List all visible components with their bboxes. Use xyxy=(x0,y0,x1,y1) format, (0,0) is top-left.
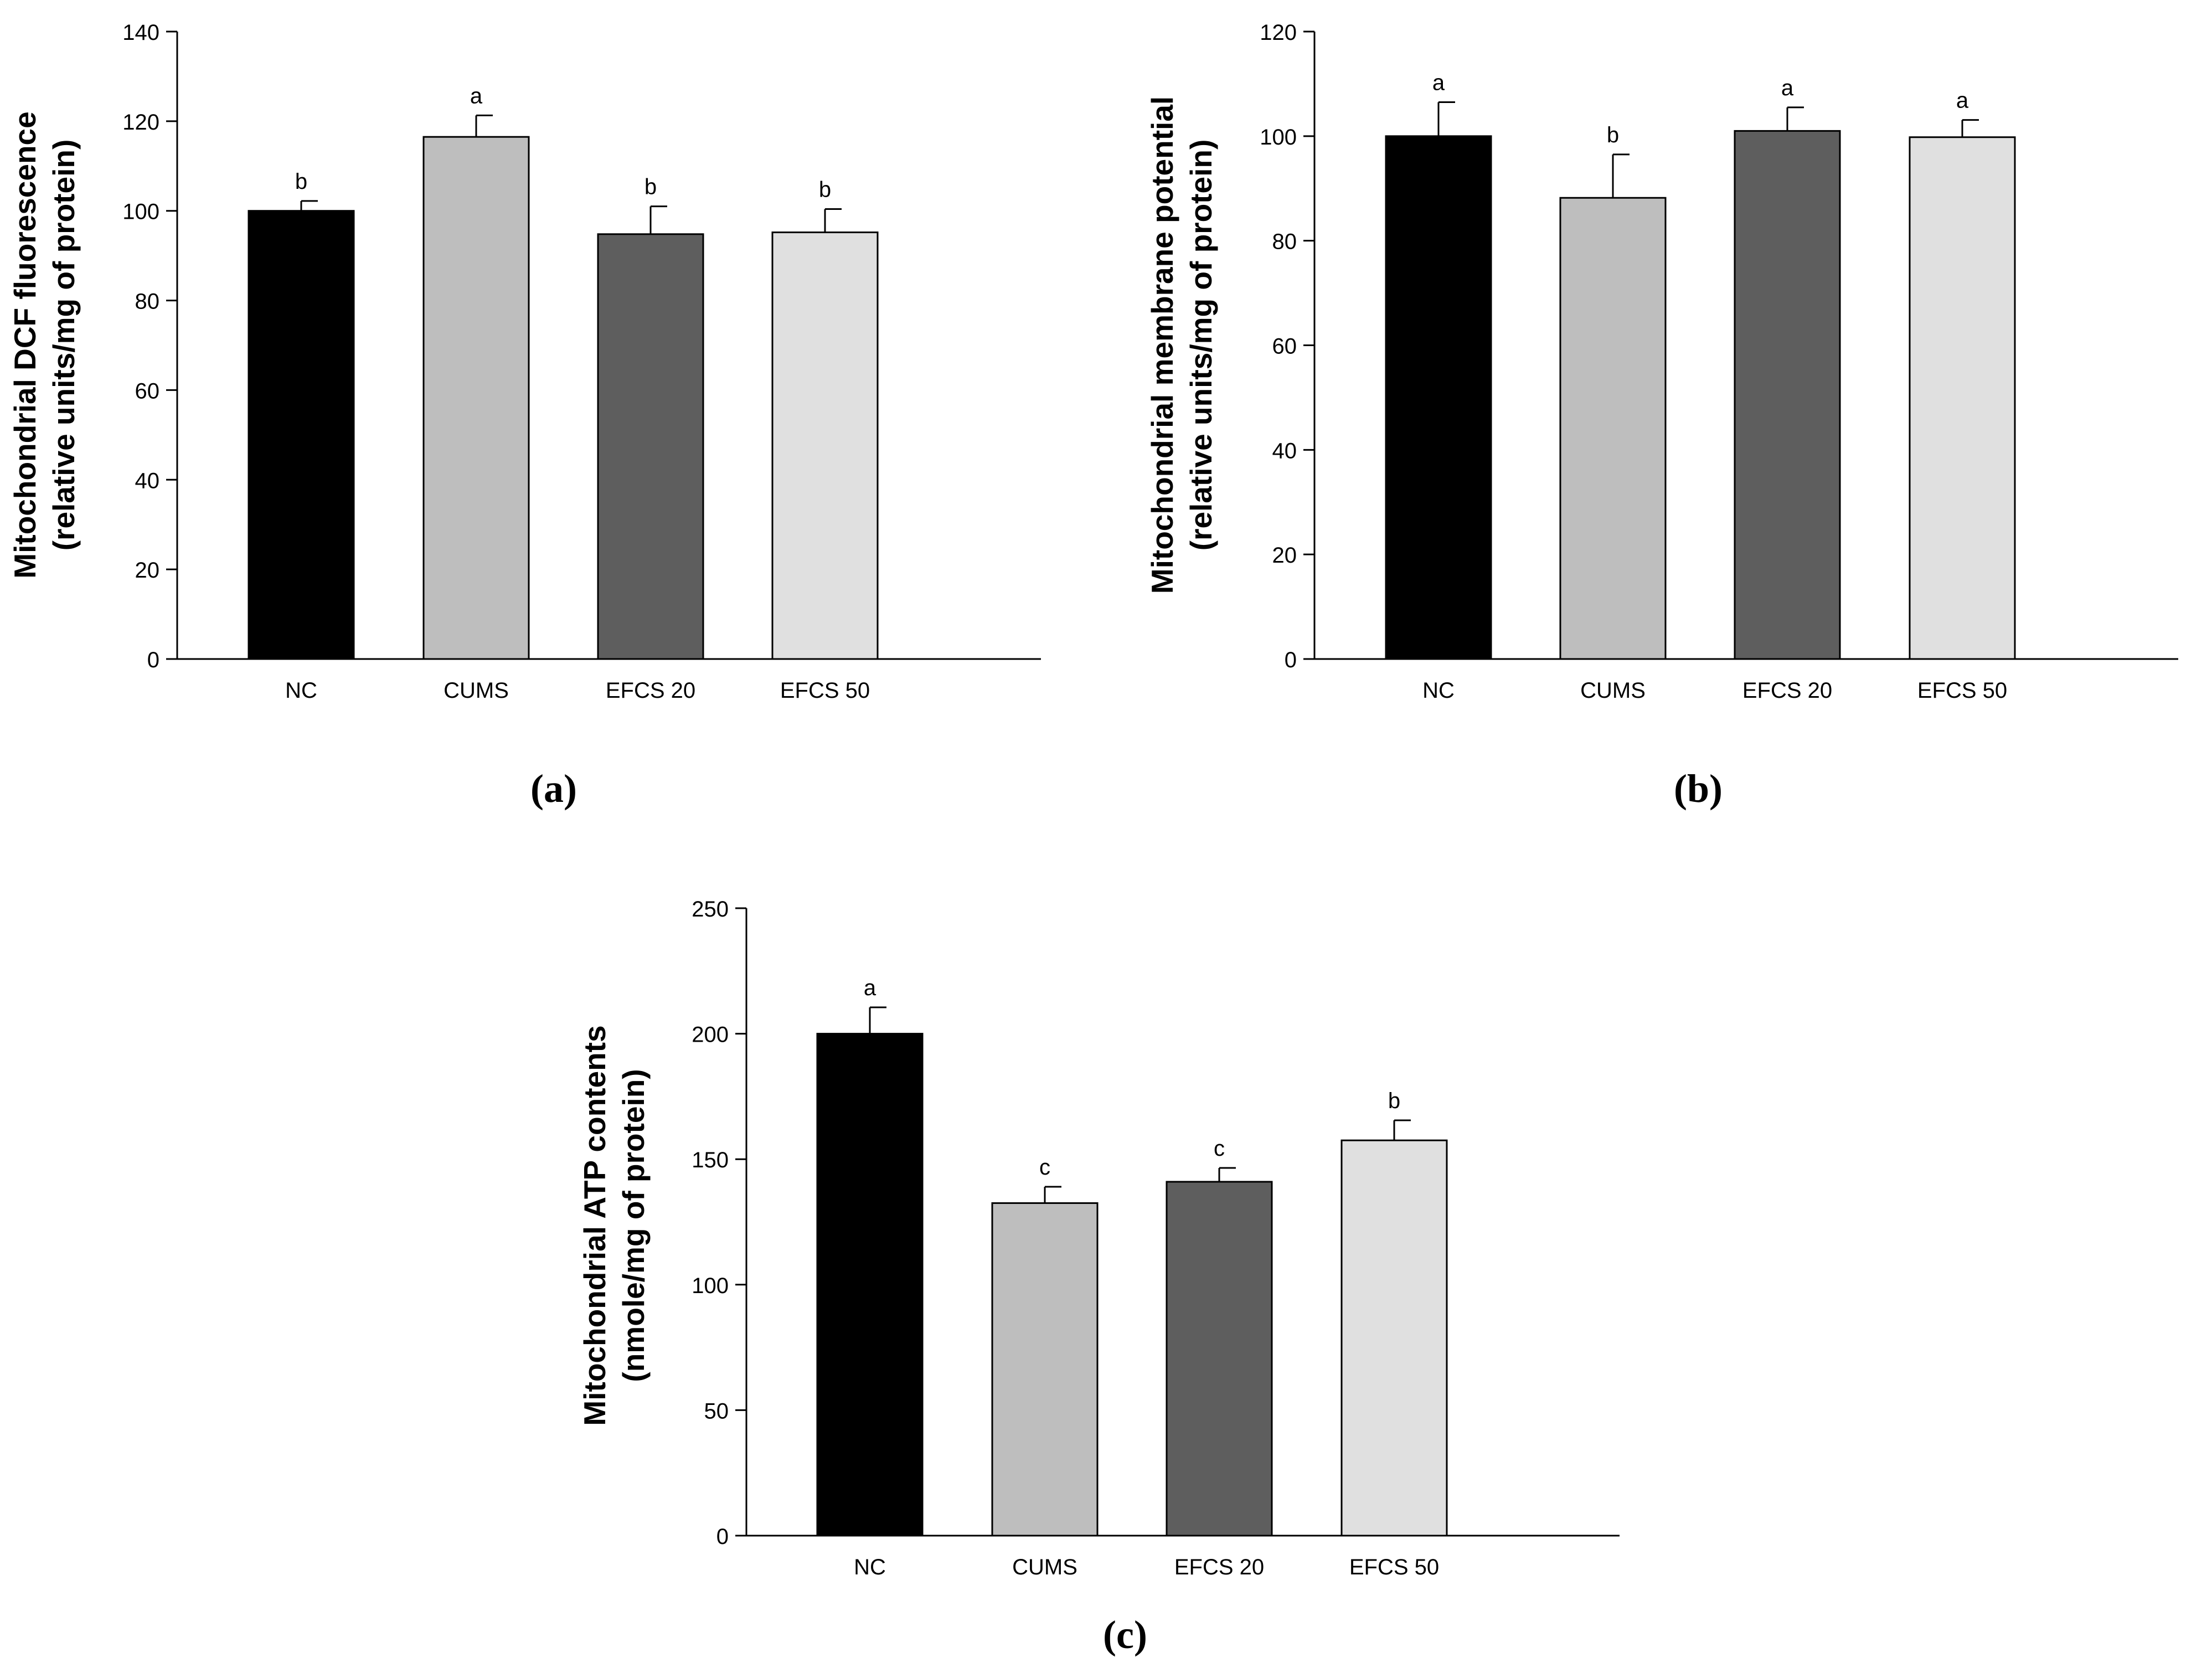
panel-c-category-label: CUMS xyxy=(1012,1555,1077,1579)
panel-a-plot-area: 0 20 40 60 80 100 120 140 b NC a CUMS b EFCS 20 b EFCS … xyxy=(122,20,1041,703)
panel-c-label: (c) xyxy=(1103,1613,1147,1657)
panel-a-label: (a) xyxy=(530,766,577,811)
panel-b-bar-nc xyxy=(1385,135,1492,660)
panel-b-ytick-label: 20 xyxy=(1272,543,1297,568)
panel-a-ytick-label: 80 xyxy=(135,290,160,314)
panel-a-significance-letter: a xyxy=(470,84,483,108)
panel-c-bar-cums xyxy=(991,1202,1099,1537)
panel-a-ylabel-line2: (relative units/mg of protein) xyxy=(47,140,81,551)
panel-c-ytick-label: 100 xyxy=(692,1274,729,1298)
panel-b-ylabel-line2: (relative units/mg of protein) xyxy=(1184,140,1218,551)
panel-c-bar-nc xyxy=(816,1033,924,1537)
panel-c-category-label: NC xyxy=(854,1555,886,1579)
panel-a-ytick-label: 100 xyxy=(122,200,159,224)
panel-b-category-label: CUMS xyxy=(1580,678,1646,703)
panel-b-plot-area: 0 20 40 60 80 100 120 a NC b CUMS a EFCS 20 a EFCS 50 xyxy=(1260,20,2178,703)
panel-c-ytick-label: 250 xyxy=(692,897,729,921)
panel-c-ytick-label: 0 xyxy=(716,1525,729,1549)
panel-a-bar-cums xyxy=(422,136,530,660)
panel-c-ylabel-line1: Mitochondrial ATP contents xyxy=(578,1025,612,1425)
panel-b-ytick-label: 60 xyxy=(1272,334,1297,359)
panel-a-ytick-label: 0 xyxy=(147,648,159,672)
panel-b-label: (b) xyxy=(1674,766,1723,811)
panel-a-category-label: NC xyxy=(285,678,317,703)
panel-a-chart: 0 20 40 60 80 100 120 140 b NC a CUMS b EFCS 20 b EFCS … xyxy=(8,20,1041,811)
panel-c-plot-area: 0 50 100 150 200 250 a NC c CUMS c EFCS 20 b EFCS 50 xyxy=(692,897,1620,1579)
panel-c-bar-efcs-20 xyxy=(1166,1181,1273,1537)
panel-b-ytick-label: 40 xyxy=(1272,439,1297,463)
panel-b-ytick-label: 100 xyxy=(1260,125,1297,150)
panel-c-category-label: EFCS 20 xyxy=(1174,1555,1264,1579)
panel-c-significance-letter: a xyxy=(864,976,876,1000)
panel-b-ytick-label: 0 xyxy=(1285,648,1297,672)
panel-b-category-label: EFCS 20 xyxy=(1742,678,1832,703)
panel-b-bar-efcs-50 xyxy=(1909,136,2016,660)
panel-c-ytick-label: 200 xyxy=(692,1023,729,1047)
panel-b-bar-efcs-20 xyxy=(1734,130,1841,660)
panel-b-ytick-label: 80 xyxy=(1272,230,1297,254)
panel-a-category-label: CUMS xyxy=(444,678,509,703)
panel-a-ytick-label: 120 xyxy=(122,110,159,135)
panel-a-bar-nc xyxy=(248,210,355,660)
panel-b-ylabel-line1: Mitochondrial membrane potential xyxy=(1145,96,1179,594)
panel-a-significance-letter: b xyxy=(644,175,657,199)
panel-a-ytick-label: 20 xyxy=(135,558,160,583)
panel-c-category-label: EFCS 50 xyxy=(1349,1555,1439,1579)
panel-a-ytick-label: 140 xyxy=(122,20,159,45)
panel-b-significance-letter: a xyxy=(1781,76,1794,100)
panel-c-significance-letter: b xyxy=(1388,1089,1400,1113)
panel-b-ytick-label: 120 xyxy=(1260,20,1297,45)
panel-a-bar-efcs-20 xyxy=(597,233,704,660)
panel-b-significance-letter: b xyxy=(1607,123,1619,147)
panel-a-significance-letter: b xyxy=(295,169,307,194)
panel-a-ytick-label: 40 xyxy=(135,469,160,493)
panel-a-category-label: EFCS 50 xyxy=(780,678,870,703)
panel-a-significance-letter: b xyxy=(819,177,831,202)
panel-b-significance-letter: a xyxy=(1956,89,1969,113)
panel-c-significance-letter: c xyxy=(1039,1155,1050,1180)
panel-c-ylabel-line2: (nmole/mg of protein) xyxy=(616,1069,651,1382)
panel-c-ytick-label: 50 xyxy=(704,1399,729,1423)
panel-c-ytick-label: 150 xyxy=(692,1148,729,1172)
panel-a-ylabel-line1: Mitochondrial DCF fluorescence xyxy=(8,111,42,578)
panel-c-bar-efcs-50 xyxy=(1340,1139,1448,1537)
panel-b-category-label: EFCS 50 xyxy=(1917,678,2007,703)
panel-a-category-label: EFCS 20 xyxy=(606,678,695,703)
panel-a-ytick-label: 60 xyxy=(135,379,160,403)
panel-a-bar-efcs-50 xyxy=(771,231,879,660)
panel-b-bar-cums xyxy=(1559,197,1667,660)
panel-b-category-label: NC xyxy=(1422,678,1455,703)
panel-c-significance-letter: c xyxy=(1214,1136,1225,1161)
panel-b-significance-letter: a xyxy=(1432,70,1445,95)
